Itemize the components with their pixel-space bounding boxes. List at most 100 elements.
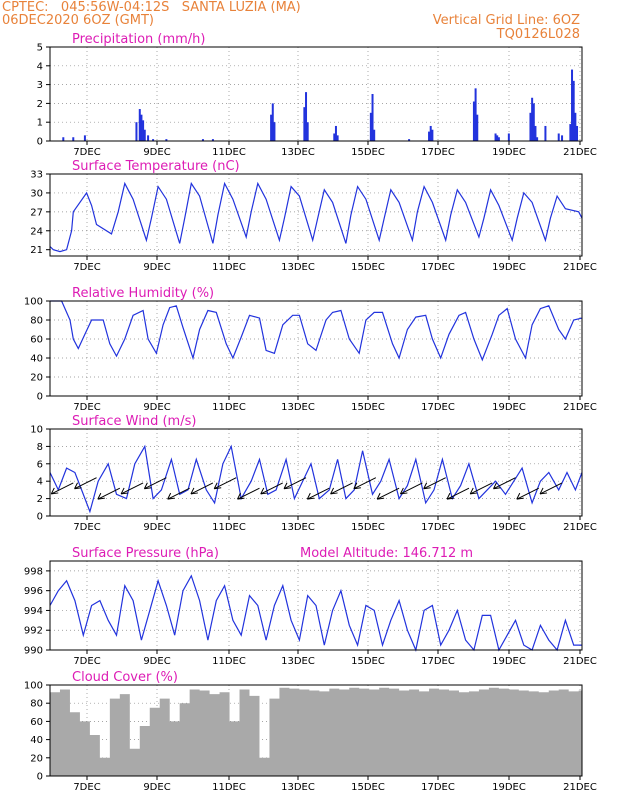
precip-bar — [306, 122, 309, 141]
precip-bar — [142, 120, 145, 141]
cloud-cover-area — [50, 687, 582, 776]
precip-bar — [334, 125, 337, 141]
x-tick-label: 15DEC — [351, 522, 385, 533]
precip-bar — [336, 135, 339, 141]
wind-arrow-head — [469, 487, 478, 495]
wind-arrow-head — [353, 482, 361, 490]
x-tick-label: 11DEC — [212, 782, 246, 793]
y-tick-label: 0 — [37, 137, 43, 148]
wind-arrow — [97, 487, 121, 500]
precip-bar — [571, 69, 574, 141]
panel-2: 0 20 40 60 80 100 7DEC 9DEC 11DEC 13DEC 15DEC 17DEC… — [24, 286, 597, 413]
precip-bar — [140, 114, 143, 141]
wind-arrow — [493, 477, 516, 490]
wind-arrow-head — [190, 487, 198, 495]
x-tick-label: 17DEC — [421, 262, 455, 273]
y-tick-label: 2 — [37, 494, 43, 505]
precip-bar — [138, 109, 141, 141]
y-tick-label: 0 — [37, 392, 43, 403]
y-tick-label: 1 — [37, 118, 43, 129]
x-tick-label: 15DEC — [351, 262, 385, 273]
y-tick-label: 990 — [24, 646, 43, 657]
wind-arrow — [470, 482, 493, 495]
x-tick-label: 21DEC — [563, 147, 597, 158]
x-tick-label: 19DEC — [492, 402, 526, 413]
x-tick-label: 15DEC — [351, 656, 385, 667]
wind-arrow — [74, 477, 97, 490]
precip-bar — [534, 125, 537, 141]
panel-title: Precipitation (mm/h) — [72, 32, 205, 47]
y-tick-label: 60 — [30, 717, 43, 728]
precip-bar — [529, 112, 532, 141]
y-tick-label: 994 — [24, 606, 43, 617]
y-tick-label: 3 — [37, 80, 43, 91]
header-date: 06DEC2020 6OZ (GMT) — [2, 13, 154, 28]
wind-arrow — [516, 487, 539, 500]
wind-arrow-head — [97, 492, 105, 500]
wind-arrow — [120, 482, 144, 495]
precip-bar — [303, 107, 306, 141]
x-tick-label: 7DEC — [73, 782, 100, 793]
x-tick-label: 17DEC — [421, 522, 455, 533]
y-tick-label: 30 — [30, 188, 43, 199]
x-tick-label: 19DEC — [492, 522, 526, 533]
x-tick-label: 17DEC — [421, 782, 455, 793]
precip-bar — [531, 97, 534, 141]
precip-bar — [532, 103, 535, 141]
x-tick-label: 13DEC — [281, 262, 315, 273]
panel-annotation: Model Altitude: 146.712 m — [300, 546, 473, 561]
x-tick-label: 11DEC — [212, 402, 246, 413]
series-line — [49, 574, 582, 652]
x-tick-label: 21DEC — [563, 402, 597, 413]
precip-bar — [333, 133, 336, 141]
panel-title: Surface Wind (m/s) — [72, 414, 196, 429]
y-tick-label: 100 — [24, 297, 43, 308]
precip-bar — [536, 137, 539, 141]
precip-bar — [474, 88, 477, 141]
wind-arrow — [446, 487, 470, 500]
y-tick-label: 6 — [37, 459, 43, 470]
wind-arrow — [353, 477, 377, 490]
wind-arrow-head — [516, 492, 524, 500]
wind-arrow — [237, 487, 260, 500]
x-tick-label: 21DEC — [563, 522, 597, 533]
wind-arrow-head — [376, 492, 385, 500]
wind-arrow — [167, 487, 190, 500]
panel-frame — [49, 428, 583, 517]
header-run-id: TQ0126L028 — [496, 27, 580, 42]
series-line — [49, 444, 583, 514]
precip-bar — [408, 139, 411, 141]
precip-bar — [476, 114, 479, 141]
precip-bar — [211, 139, 214, 141]
x-tick-label: 17DEC — [421, 656, 455, 667]
precip-bar — [572, 80, 575, 141]
wind-arrow-head — [399, 487, 408, 495]
panel-title: Cloud Cover (%) — [72, 670, 178, 685]
wind-arrow — [213, 477, 237, 490]
precip-bar — [369, 112, 372, 141]
wind-arrow — [400, 482, 423, 495]
x-tick-label: 19DEC — [492, 656, 526, 667]
header-station: CPTEC: 045:56W-04:12S SANTA LUZIA (MA) — [2, 0, 301, 15]
wind-arrow — [190, 482, 214, 495]
x-tick-label: 11DEC — [212, 522, 246, 533]
wind-arrow — [51, 482, 74, 495]
panel-4: 990 992 994 996 998 7DEC 9DEC 11DEC 13DEC 15DEC 17… — [24, 546, 597, 667]
y-tick-label: 33 — [30, 170, 43, 181]
x-tick-label: 11DEC — [212, 147, 246, 158]
precip-bar — [429, 125, 432, 141]
panel-frame — [49, 684, 583, 777]
panel-0: 0 1 2 3 4 5 7DEC 9DEC 11DEC 13DEC 15DEC 17DEC 19DEC 2… — [37, 32, 597, 158]
precip-bar — [497, 137, 500, 141]
x-tick-label: 17DEC — [421, 147, 455, 158]
precip-bar — [165, 139, 168, 141]
precip-bar — [371, 94, 374, 141]
x-tick-label: 21DEC — [563, 656, 597, 667]
panel-title: Relative Humidity (%) — [72, 286, 214, 301]
precip-bar — [507, 133, 510, 141]
y-tick-label: 24 — [30, 226, 43, 237]
precip-bar — [494, 133, 497, 141]
precip-bar — [472, 101, 475, 141]
panel-frame — [49, 173, 583, 257]
